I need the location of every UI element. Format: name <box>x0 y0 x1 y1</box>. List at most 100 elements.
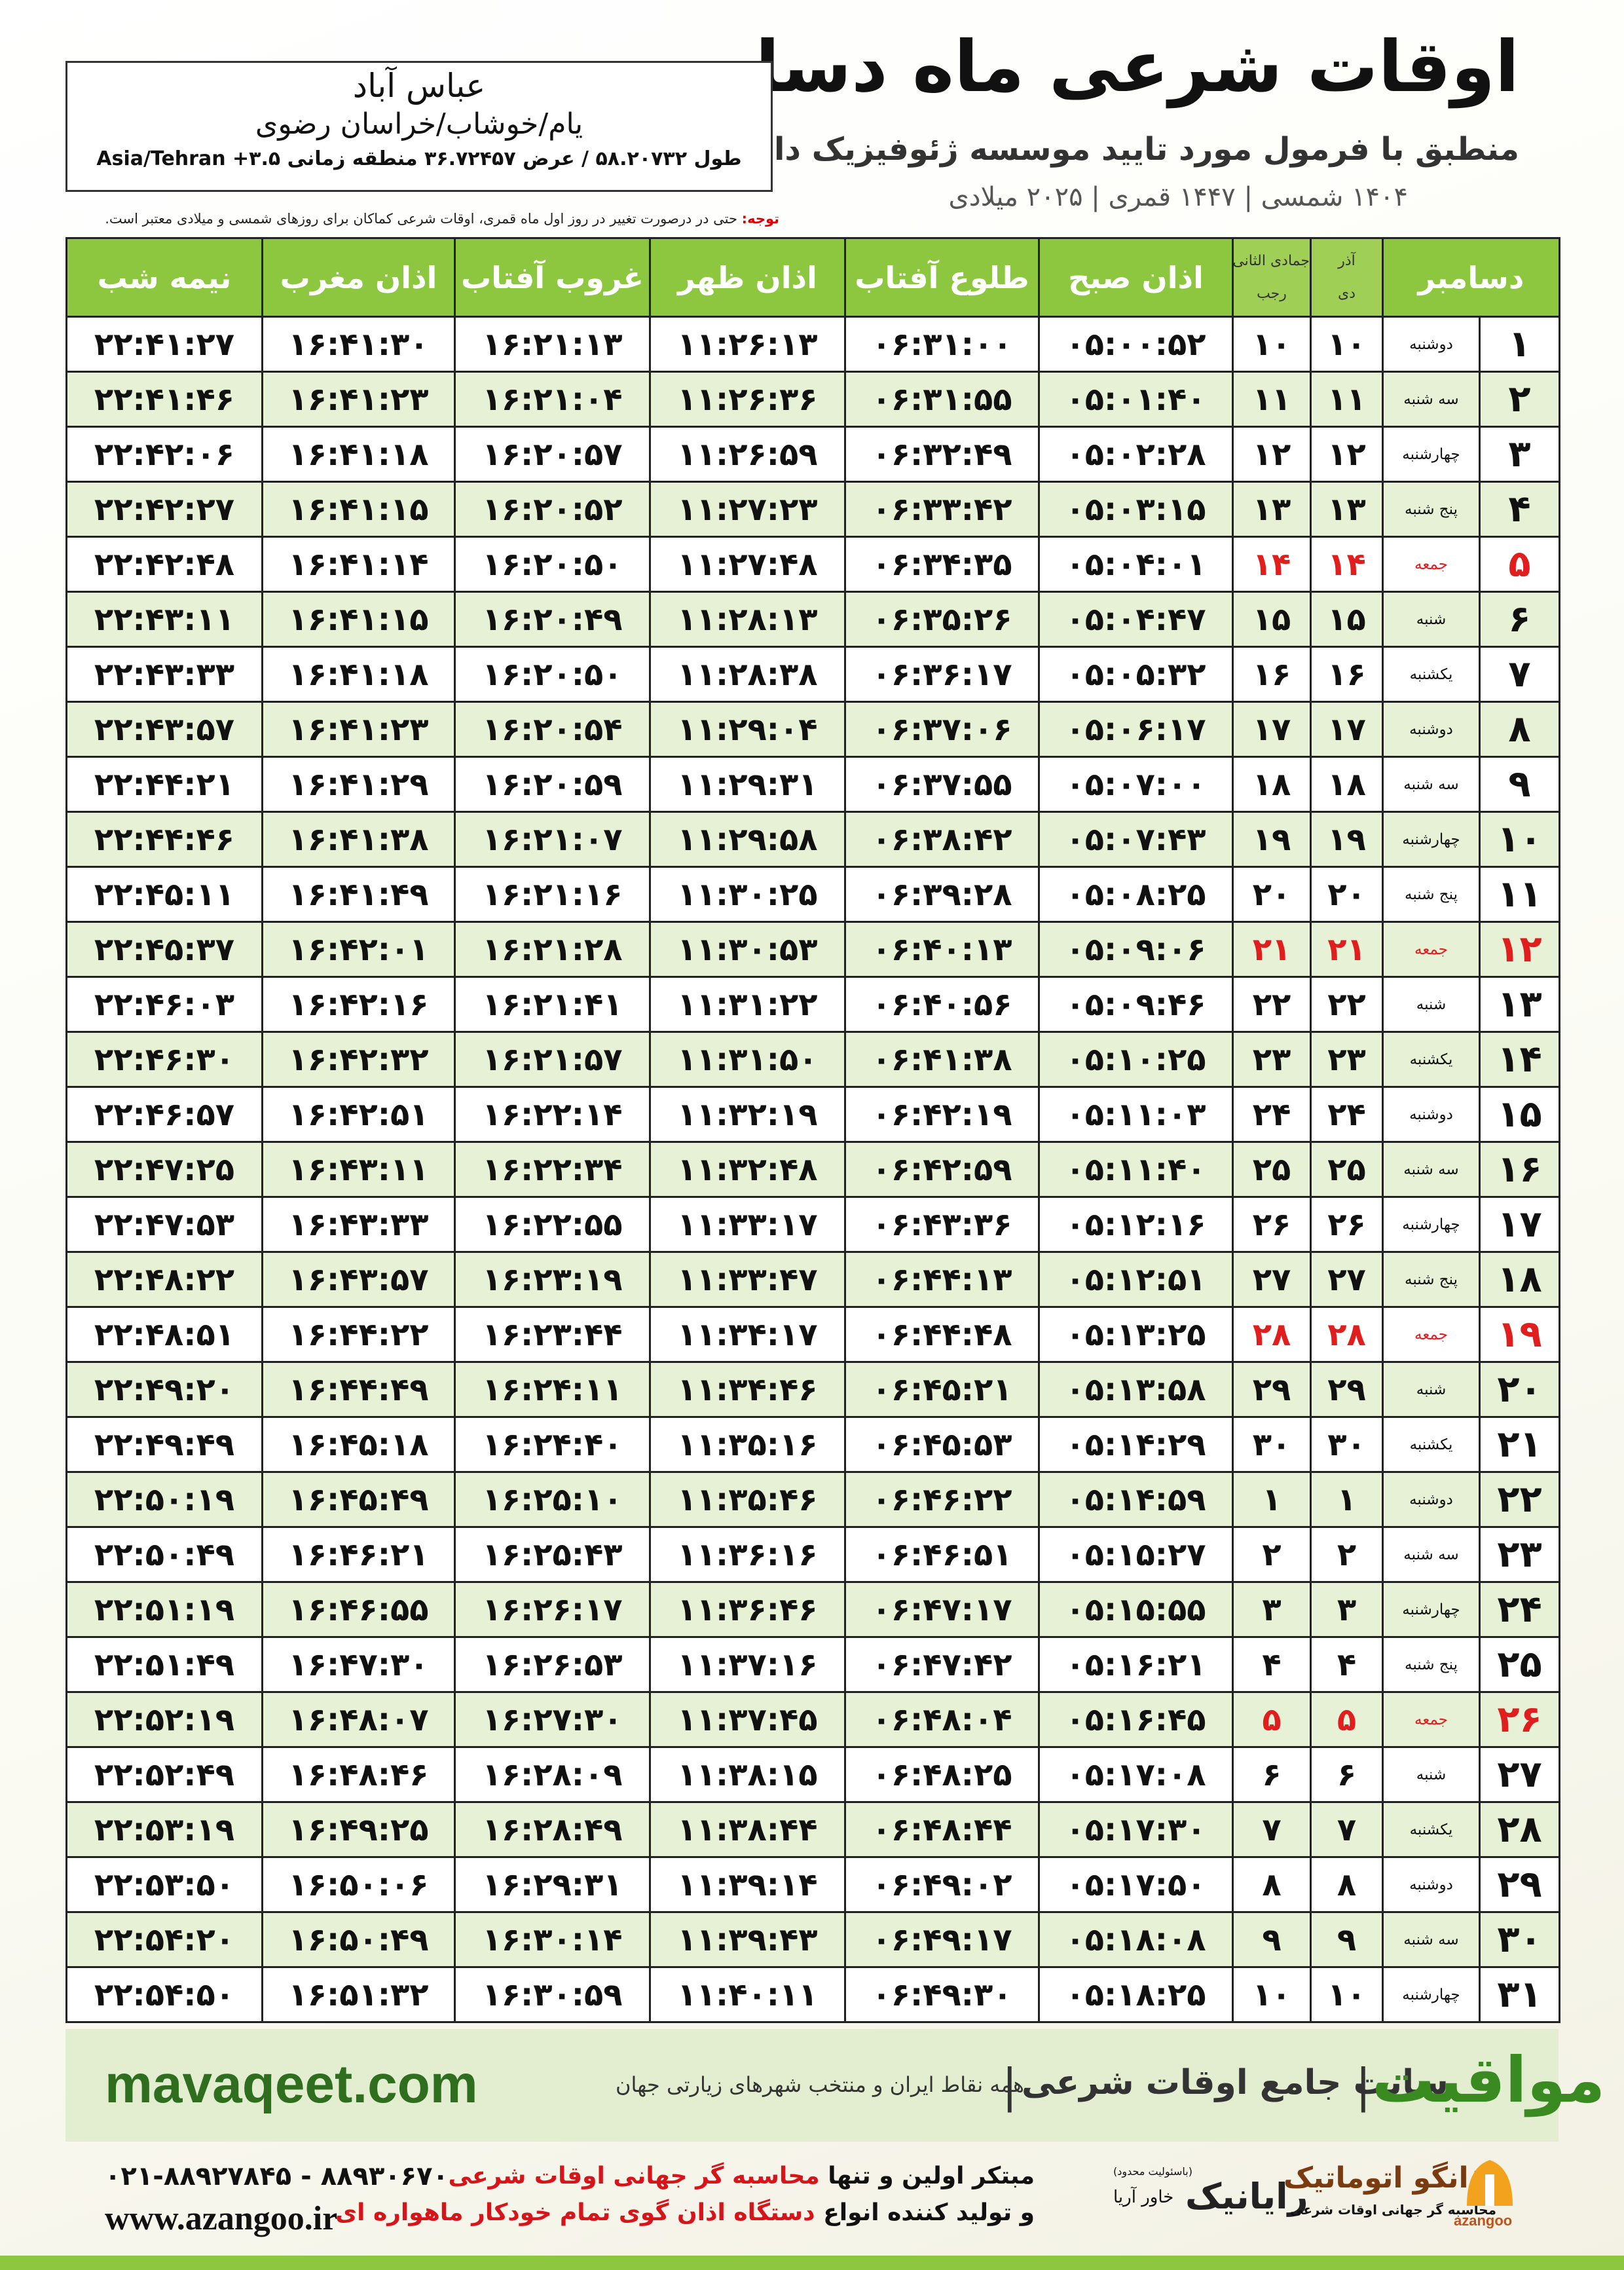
qamari-day: ۲۳ <box>1232 1031 1312 1088</box>
table-row: ۲۹ دوشنبه ۸ ۸ ۰۵:۱۷:۵۰ ۰۶:۴۹:۰۲ ۱۱:۳۹:۱۴ ۱۶:۲۹:… <box>65 1856 1560 1913</box>
shamsi-day: ۲۸ <box>1310 1306 1384 1363</box>
sunrise-time: ۰۶:۴۸:۰۴ <box>844 1691 1040 1748</box>
table-row: ۲۶ جمعه ۵ ۵ ۰۵:۱۶:۴۵ ۰۶:۴۸:۰۴ ۱۱:۳۷:۴۵ ۱۶:۲۷:۳۰… <box>65 1691 1560 1748</box>
maghrib-time: ۱۶:۴۴:۴۹ <box>261 1361 456 1418</box>
column-header-bottom: رجب <box>1257 285 1287 302</box>
day-number: ۷ <box>1479 646 1560 703</box>
column-header: دسامبر <box>1382 237 1560 318</box>
midnight-time: ۲۲:۴۶:۰۳ <box>65 976 263 1033</box>
footer-text: و تولید کننده انواع <box>815 2199 1035 2226</box>
weekday: پنج شنبه <box>1382 1251 1481 1308</box>
table-row: ۱۳ شنبه ۲۲ ۲۲ ۰۵:۰۹:۴۶ ۰۶:۴۰:۵۶ ۱۱:۳۱:۲۲ ۱۶:۲۱:… <box>65 976 1560 1033</box>
shamsi-day: ۱۰ <box>1310 316 1384 373</box>
shamsi-day: ۲۷ <box>1310 1251 1384 1308</box>
qamari-day: ۱۸ <box>1232 756 1312 813</box>
fajr-time: ۰۵:۰۹:۴۶ <box>1038 976 1234 1033</box>
maghrib-time: ۱۶:۴۱:۲۹ <box>261 756 456 813</box>
table-row: ۲۷ شنبه ۶ ۶ ۰۵:۱۷:۰۸ ۰۶:۴۸:۲۵ ۱۱:۳۸:۱۵ ۱۶:۲۸:۰۹… <box>65 1746 1560 1803</box>
weekday: جمعه <box>1382 921 1481 978</box>
sunset-time: ۱۶:۲۱:۰۴ <box>454 371 651 428</box>
day-number: ۱۶ <box>1479 1141 1560 1198</box>
shamsi-day: ۱۱ <box>1310 371 1384 428</box>
sunset-time: ۱۶:۲۰:۵۲ <box>454 481 651 538</box>
table-row: ۲۵ پنج شنبه ۴ ۴ ۰۵:۱۶:۲۱ ۰۶:۴۷:۴۲ ۱۱:۳۷:۱۶ ۱۶:۲… <box>65 1636 1560 1693</box>
sunrise-time: ۰۶:۴۸:۴۴ <box>844 1801 1040 1858</box>
dhuhr-time: ۱۱:۳۹:۴۳ <box>649 1911 846 1968</box>
table-row: ۹ سه شنبه ۱۸ ۱۸ ۰۵:۰۷:۰۰ ۰۶:۳۷:۵۵ ۱۱:۲۹:۳۱ ۱۶:۲… <box>65 756 1560 813</box>
qamari-day: ۲۱ <box>1232 921 1312 978</box>
banner-desc: همه نقاط ایران و منتخب شهرهای زیارتی جها… <box>616 2072 1024 2097</box>
day-number: ۳۰ <box>1479 1911 1560 1968</box>
footer-line: و تولید کننده انواع دستگاه اذان گوی تمام… <box>335 2199 1035 2226</box>
table-row: ۲۸ یکشنبه ۷ ۷ ۰۵:۱۷:۳۰ ۰۶:۴۸:۴۴ ۱۱:۳۸:۴۴ ۱۶:۲۸:… <box>65 1801 1560 1858</box>
maghrib-time: ۱۶:۴۱:۲۳ <box>261 701 456 758</box>
sunset-time: ۱۶:۲۱:۲۸ <box>454 921 651 978</box>
table-row: ۳۰ سه شنبه ۹ ۹ ۰۵:۱۸:۰۸ ۰۶:۴۹:۱۷ ۱۱:۳۹:۴۳ ۱۶:۳۰… <box>65 1911 1560 1968</box>
sunrise-time: ۰۶:۳۸:۴۲ <box>844 811 1040 868</box>
sunrise-time: ۰۶:۴۲:۱۹ <box>844 1086 1040 1143</box>
qamari-day: ۱۶ <box>1232 646 1312 703</box>
maghrib-time: ۱۶:۴۱:۱۸ <box>261 426 456 483</box>
qamari-day: ۱۳ <box>1232 481 1312 538</box>
banner-brand: مواقیت <box>1372 2043 1606 2117</box>
column-header: اذان صبح <box>1038 237 1234 318</box>
phones: ۰۲۱-۸۸۹۲۷۸۴۵ - ۸۸۹۳۰۶۷۰ <box>105 2161 449 2191</box>
weekday: دوشنبه <box>1382 1471 1481 1528</box>
dhuhr-time: ۱۱:۳۶:۴۶ <box>649 1581 846 1638</box>
separator: | <box>1356 2059 1371 2113</box>
shamsi-day: ۱۸ <box>1310 756 1384 813</box>
weekday: شنبه <box>1382 976 1481 1033</box>
sunset-time: ۱۶:۲۰:۴۹ <box>454 591 651 648</box>
midnight-time: ۲۲:۴۸:۲۲ <box>65 1251 263 1308</box>
dhuhr-time: ۱۱:۳۹:۱۴ <box>649 1856 846 1913</box>
dhuhr-time: ۱۱:۳۳:۱۷ <box>649 1196 846 1253</box>
fajr-time: ۰۵:۰۶:۱۷ <box>1038 701 1234 758</box>
weekday: یکشنبه <box>1382 1801 1481 1858</box>
fajr-time: ۰۵:۰۴:۰۱ <box>1038 536 1234 593</box>
qamari-day: ۶ <box>1232 1746 1312 1803</box>
midnight-time: ۲۲:۴۷:۲۵ <box>65 1141 263 1198</box>
bottom-strip <box>0 2256 1624 2270</box>
midnight-time: ۲۲:۵۳:۵۰ <box>65 1856 263 1913</box>
shamsi-day: ۳۰ <box>1310 1416 1384 1473</box>
shamsi-day: ۲۶ <box>1310 1196 1384 1253</box>
midnight-time: ۲۲:۵۱:۱۹ <box>65 1581 263 1638</box>
weekday: پنج شنبه <box>1382 866 1481 923</box>
day-number: ۱۳ <box>1479 976 1560 1033</box>
shamsi-day: ۴ <box>1310 1636 1384 1693</box>
logo-name: اذانگو اتوماتیک <box>1283 2161 1494 2195</box>
sunset-time: ۱۶:۲۶:۱۷ <box>454 1581 651 1638</box>
maghrib-time: ۱۶:۴۱:۴۹ <box>261 866 456 923</box>
dhuhr-time: ۱۱:۲۸:۱۳ <box>649 591 846 648</box>
qamari-day: ۲۸ <box>1232 1306 1312 1363</box>
maghrib-time: ۱۶:۴۲:۱۶ <box>261 976 456 1033</box>
sunrise-time: ۰۶:۴۶:۵۱ <box>844 1526 1040 1583</box>
day-number: ۲۴ <box>1479 1581 1560 1638</box>
table-row: ۲۴ چهارشنبه ۳ ۳ ۰۵:۱۵:۵۵ ۰۶:۴۷:۱۷ ۱۱:۳۶:۴۶ ۱۶:۲… <box>65 1581 1560 1638</box>
note-text: حتی در درصورت تغییر در روز اول ماه قمری،… <box>105 211 737 227</box>
day-number: ۲ <box>1479 371 1560 428</box>
note: توجه: حتی در درصورت تغییر در روز اول ماه… <box>65 211 779 227</box>
fajr-time: ۰۵:۱۲:۱۶ <box>1038 1196 1234 1253</box>
sunset-time: ۱۶:۲۵:۱۰ <box>454 1471 651 1528</box>
separator: | <box>1002 2059 1018 2113</box>
prayer-table: دسامبر آذر دی جمادی الثانی رجب اذان صبح طل… <box>65 237 1560 2023</box>
fajr-time: ۰۵:۱۳:۵۸ <box>1038 1361 1234 1418</box>
midnight-time: ۲۲:۴۳:۳۳ <box>65 646 263 703</box>
sunset-time: ۱۶:۲۱:۰۷ <box>454 811 651 868</box>
table-row: ۲۳ سه شنبه ۲ ۲ ۰۵:۱۵:۲۷ ۰۶:۴۶:۵۱ ۱۱:۳۶:۱۶ ۱۶:۲۵… <box>65 1526 1560 1583</box>
title: اوقات شرعی ماه دسامبر <box>638 26 1519 108</box>
day-number: ۲۶ <box>1479 1691 1560 1748</box>
sunset-time: ۱۶:۲۲:۳۴ <box>454 1141 651 1198</box>
maghrib-time: ۱۶:۴۱:۲۳ <box>261 371 456 428</box>
sunrise-time: ۰۶:۳۳:۴۲ <box>844 481 1040 538</box>
sunrise-time: ۰۶:۴۹:۳۰ <box>844 1966 1040 2023</box>
sunset-time: ۱۶:۲۶:۵۳ <box>454 1636 651 1693</box>
maghrib-time: ۱۶:۴۸:۰۷ <box>261 1691 456 1748</box>
day-number: ۸ <box>1479 701 1560 758</box>
midnight-time: ۲۲:۴۵:۱۱ <box>65 866 263 923</box>
fajr-time: ۰۵:۱۷:۳۰ <box>1038 1801 1234 1858</box>
maghrib-time: ۱۶:۴۱:۱۵ <box>261 591 456 648</box>
sunrise-time: ۰۶:۴۹:۱۷ <box>844 1911 1040 1968</box>
sunrise-time: ۰۶:۳۱:۵۵ <box>844 371 1040 428</box>
